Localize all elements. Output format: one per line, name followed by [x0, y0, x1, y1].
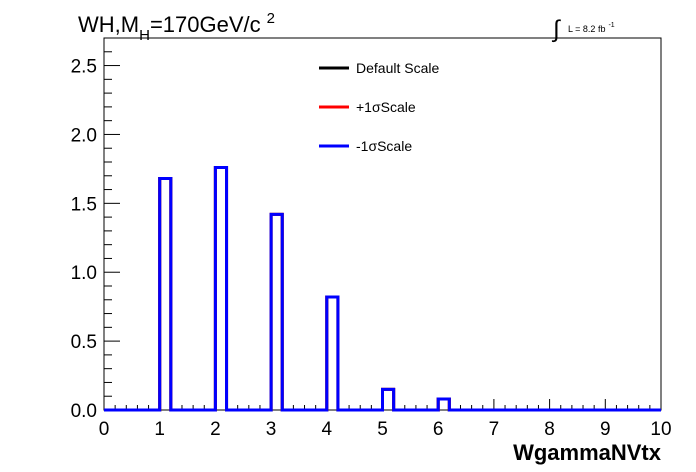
- y-tick-label: 2.0: [71, 125, 97, 146]
- histogram-bin: [438, 399, 449, 410]
- histogram-bin: [271, 214, 282, 410]
- y-tick-label: 0.5: [71, 332, 97, 353]
- series-line-0: [104, 166, 661, 412]
- axes: 0 1 2 3 4 5 6 7 8 9 10 0.0 0.5 1.0 1.5 2.0 2.5: [71, 51, 672, 440]
- histogram-bin: [327, 297, 338, 410]
- x-tick-label: 5: [377, 419, 388, 440]
- x-tick-label: 0: [99, 419, 110, 440]
- lumi-text: L = 8.2 fb -1: [568, 22, 615, 34]
- x-tick-label: 4: [322, 419, 333, 440]
- y-tick-label: 1.5: [71, 194, 97, 215]
- y-tick-label: 0.0: [71, 401, 97, 422]
- histogram-bin: [160, 179, 171, 410]
- x-tick-label: 7: [489, 419, 500, 440]
- histogram-bin: [215, 168, 226, 410]
- x-axis-title: WgammaNVtx: [513, 440, 662, 465]
- histogram-group: [104, 166, 661, 412]
- lumi-label: ∫ L = 8.2 fb -1: [551, 16, 615, 43]
- x-tick-label: 8: [544, 419, 555, 440]
- plot-frame: [103, 37, 662, 411]
- x-tick-label: 1: [154, 419, 165, 440]
- legend-label: Default Scale: [356, 60, 439, 76]
- legend: Default Scale +1σScale -1σScale: [319, 60, 439, 154]
- chart-title: WH,MH=170GeV/c 2: [78, 10, 275, 44]
- series-line-1: [104, 166, 661, 412]
- legend-label: +1σScale: [356, 99, 416, 115]
- histogram-bin: [383, 389, 394, 410]
- series-line-2: [104, 166, 661, 412]
- x-tick-label: 6: [433, 419, 444, 440]
- x-tick-label: 2: [210, 419, 221, 440]
- y-tick-label: 2.5: [71, 57, 97, 78]
- integral-symbol: ∫: [551, 16, 561, 43]
- x-tick-label: 9: [600, 419, 611, 440]
- legend-label: -1σScale: [356, 138, 412, 154]
- x-tick-label: 3: [266, 419, 277, 440]
- x-tick-label: 10: [650, 419, 671, 440]
- y-tick-label: 1.0: [71, 263, 97, 284]
